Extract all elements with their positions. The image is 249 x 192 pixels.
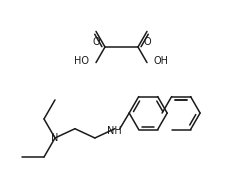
Text: O: O [92,37,100,47]
Text: N: N [51,133,59,143]
Text: OH: OH [154,56,169,66]
Text: NH: NH [107,126,122,136]
Text: O: O [143,37,151,47]
Text: HO: HO [74,56,89,66]
